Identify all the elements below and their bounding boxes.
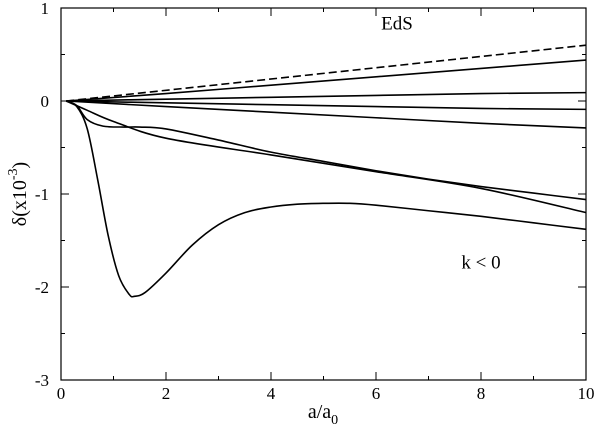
y-tick-label: -1 — [35, 185, 49, 204]
series-line-1 — [66, 44, 587, 102]
x-tick-label: 8 — [477, 384, 486, 403]
x-axis-title-subscript: 0 — [331, 413, 338, 428]
y-axis-title-superscript: -3 — [6, 168, 21, 180]
x-tick-label: 10 — [578, 384, 595, 403]
series-line-4 — [66, 100, 587, 111]
y-tick-label: 1 — [41, 0, 50, 18]
series-line-3 — [66, 91, 587, 102]
x-axis-title-base: a/a — [308, 401, 331, 423]
y-axis-title-base: δ(x10 — [9, 180, 31, 226]
x-tick-label: 4 — [267, 384, 276, 403]
y-tick-label: 0 — [41, 92, 50, 111]
y-axis-title-end: ) — [9, 162, 31, 169]
y-tick-label: -3 — [35, 371, 49, 390]
annotation-label-1: EdS — [381, 13, 413, 34]
y-tick-label: -2 — [35, 278, 49, 297]
annotation-layer: EdS k < 0 — [381, 13, 500, 273]
series-line-7 — [65, 100, 587, 201]
series-line-5 — [66, 100, 587, 129]
series-line-2 — [66, 59, 587, 102]
tick-layer: 0 2 4 6 8 10 -3 -2 -1 0 1 — [35, 0, 595, 403]
x-tick-label: 6 — [372, 384, 381, 403]
x-axis-title: a/a0 — [308, 401, 338, 428]
series-line-6 — [65, 100, 587, 214]
y-axis-title: δ(x10-3) — [6, 162, 31, 226]
x-tick-label: 0 — [57, 384, 66, 403]
annotation-label-2: k < 0 — [461, 252, 500, 273]
x-tick-label: 2 — [162, 384, 171, 403]
series-layer — [65, 44, 587, 298]
series-line-8 — [65, 100, 587, 298]
